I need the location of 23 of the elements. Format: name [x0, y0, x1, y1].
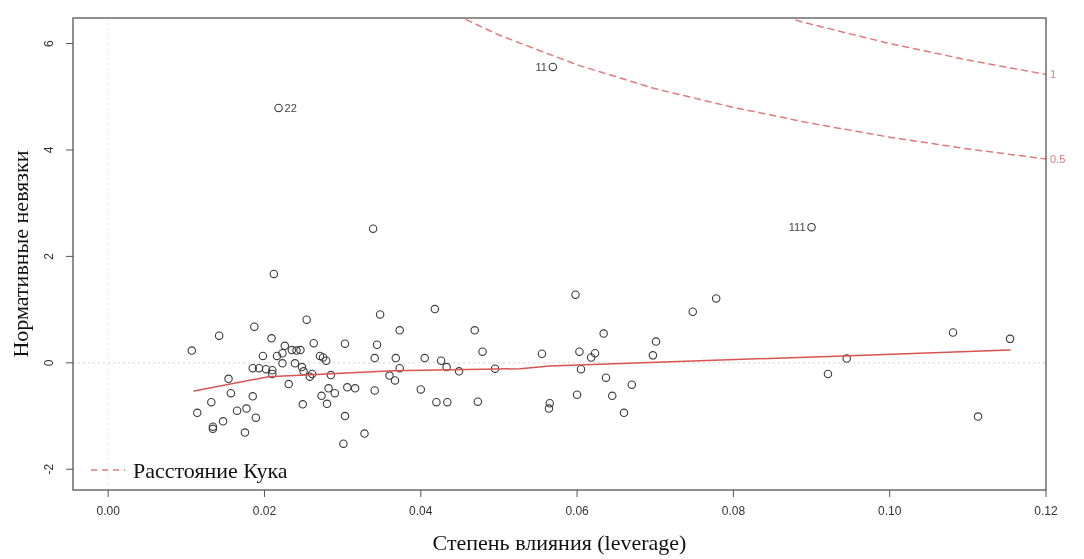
- line-series: [795, 19, 1046, 76]
- annotation: 22: [284, 101, 297, 114]
- x-tick-label: 0.00: [96, 504, 121, 518]
- y-tick-label: 6: [42, 39, 56, 47]
- x-tick-label: 0.10: [878, 504, 902, 518]
- y-tick-label: -2: [42, 463, 56, 475]
- annotation: 1: [1050, 68, 1057, 81]
- x-axis-title: Степень влияния (leverage): [432, 530, 687, 555]
- y-tick-label: 0: [42, 359, 56, 367]
- x-tick-label: 0.02: [252, 504, 277, 518]
- y-tick-label: 4: [42, 146, 56, 154]
- annotation: 11: [535, 60, 547, 73]
- x-tick-label: 0.06: [565, 504, 590, 518]
- y-axis-title: Нормативные невязки: [8, 150, 33, 358]
- annotation: 111: [788, 220, 806, 233]
- x-tick-label: 0.04: [409, 504, 433, 518]
- annotation: 0.5: [1050, 152, 1066, 165]
- y-tick-label: 2: [42, 252, 56, 260]
- line-series: [465, 18, 1046, 160]
- legend-label: Расстояние Кука: [133, 457, 288, 483]
- x-tick-label: 0.12: [1034, 504, 1058, 518]
- line-series: [193, 349, 1011, 392]
- x-tick-label: 0.08: [721, 504, 746, 518]
